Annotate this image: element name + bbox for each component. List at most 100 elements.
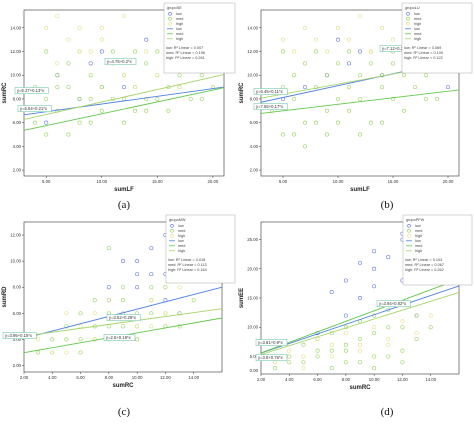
c2-y-tick-label: 10.00 bbox=[10, 259, 21, 264]
c1-point-med bbox=[402, 73, 406, 78]
c1-point-med bbox=[292, 73, 296, 78]
c0-legend-marker-med bbox=[168, 17, 172, 21]
c1-point-high bbox=[358, 13, 362, 18]
c0-point-med bbox=[77, 120, 82, 125]
c0-point-med bbox=[44, 96, 49, 101]
c0-legend-entry: high bbox=[176, 22, 183, 26]
panel-label-c: (c) bbox=[117, 406, 131, 418]
c2-y-tick-label: 12.00 bbox=[10, 233, 21, 238]
c2-y-tick-label: 8.00 bbox=[13, 285, 22, 290]
c2-equation-label: y=2.6+0.19*x bbox=[106, 335, 132, 340]
c3-point-med bbox=[329, 366, 334, 371]
c1-equation-label: y=6.45+0.11*x bbox=[256, 89, 284, 94]
c0-point-med bbox=[88, 120, 93, 125]
c3-legend-entry: low bbox=[415, 239, 421, 243]
c1-point-low bbox=[336, 37, 340, 42]
c3-point-low bbox=[372, 284, 377, 289]
c2-x-tick-label: 4.00 bbox=[48, 375, 57, 380]
c3-y-tick-label: 20.00 bbox=[247, 266, 258, 271]
c0-point-high bbox=[177, 85, 182, 90]
panel-label-b: (b) bbox=[380, 199, 394, 211]
c1-y-tick-label: 4.00 bbox=[250, 144, 259, 149]
c3-legend-entry: high bbox=[415, 249, 422, 253]
c1-point-high bbox=[380, 25, 384, 30]
chart-panel-c: 2.00 4.00 6.00 8.00 10.00 12.00 14.00 2.00 4.00 6… bbox=[0, 212, 237, 424]
c1-legend-title: grupoLU bbox=[405, 6, 420, 10]
c2-fit-line-low bbox=[23, 286, 223, 339]
c3-point-low bbox=[386, 255, 391, 260]
c3-point-med bbox=[343, 348, 348, 353]
c2-legend-box bbox=[165, 214, 236, 284]
c3-point-med bbox=[358, 336, 362, 341]
c2-fit-line-high bbox=[23, 308, 223, 337]
c2-x-tick-label: 6.00 bbox=[76, 375, 85, 380]
c3-legend-stat: med: R² Linear = 0.067 bbox=[405, 263, 444, 267]
c2-point-med bbox=[78, 350, 83, 355]
c3-point-med bbox=[372, 331, 377, 336]
c0-point-low bbox=[44, 120, 49, 125]
c1-legend-marker-high bbox=[406, 22, 410, 26]
c1-point-med bbox=[358, 132, 362, 137]
c0-y-tick-label: 8.00 bbox=[13, 96, 22, 101]
c1-point-med bbox=[358, 96, 362, 101]
c1-point-low bbox=[347, 61, 351, 66]
c0-point-med bbox=[122, 120, 126, 125]
c3-point-med bbox=[343, 342, 348, 347]
c1-point-high bbox=[325, 49, 329, 54]
c0-legend-stat: med: R² Linear = 0.196 bbox=[166, 51, 205, 55]
c2-point-high bbox=[149, 298, 154, 303]
c1-point-med bbox=[325, 73, 329, 78]
c0-point-med bbox=[88, 96, 93, 101]
c1-point-med bbox=[347, 85, 351, 90]
c2-point-med bbox=[149, 285, 154, 290]
c2-point-med bbox=[106, 246, 111, 251]
c3-point-high bbox=[301, 354, 306, 359]
c0-point-high bbox=[155, 73, 160, 78]
c2-point-low bbox=[135, 259, 140, 264]
c2-legend-marker-high bbox=[170, 234, 174, 238]
c1-point-low bbox=[303, 85, 307, 90]
c2-legend-entry: high bbox=[178, 249, 185, 253]
c2-legend-stat: med: R² Linear = 0.113 bbox=[168, 263, 207, 267]
c3-point-med bbox=[400, 360, 405, 365]
c0-point-high bbox=[122, 13, 126, 18]
c0-legend-marker-low bbox=[168, 12, 172, 16]
c1-point-med bbox=[303, 144, 307, 149]
c3-equation-box bbox=[255, 339, 288, 346]
c3-point-med bbox=[343, 360, 348, 365]
c1-y-tick-label: 2.00 bbox=[250, 168, 259, 173]
c2-legend-entry: high bbox=[178, 234, 185, 238]
c3-point-med bbox=[315, 348, 320, 353]
c0-y-tick-label: 6.00 bbox=[13, 120, 22, 125]
c1-point-med bbox=[336, 61, 340, 66]
c3-legend-marker-med bbox=[407, 229, 411, 233]
c0-point-med bbox=[77, 96, 82, 101]
c3-point-high bbox=[329, 354, 334, 359]
c1-point-high bbox=[336, 25, 340, 30]
c2-point-med bbox=[163, 285, 168, 290]
c3-legend-entry: low bbox=[415, 224, 421, 228]
c3-point-high bbox=[414, 331, 419, 336]
c0-point-med bbox=[44, 132, 49, 137]
c3-equation-label: y=3.81+0.9*x bbox=[258, 340, 284, 345]
c0-point-high bbox=[88, 49, 93, 54]
c2-legend-stat: low: R² Linear = 0.018 bbox=[168, 258, 205, 262]
c2-y-tick-label: 4.00 bbox=[13, 337, 22, 342]
c3-equation-label: y=3.8+0.76*x bbox=[258, 355, 284, 360]
c0-point-med bbox=[66, 132, 71, 137]
c2-point-med bbox=[92, 298, 97, 303]
c0-point-med bbox=[66, 85, 71, 90]
c3-x-tick-label: 6.00 bbox=[313, 377, 322, 382]
c0-equation-label: y=4.75+0.2*x bbox=[107, 59, 133, 64]
c1-point-med bbox=[435, 96, 439, 101]
c3-y-axis-label: sumEE bbox=[239, 288, 245, 308]
c0-x-tick-label: 20.00 bbox=[208, 179, 219, 184]
c1-legend-entry: low bbox=[414, 27, 420, 31]
c0-equation-label: y=5.64+0.21*x bbox=[20, 106, 48, 111]
c2-point-low bbox=[135, 285, 140, 290]
c2-legend-marker-low bbox=[170, 224, 174, 228]
c1-x-tick-label: 20.00 bbox=[443, 179, 454, 184]
c2-point-low bbox=[135, 272, 140, 277]
c2-x-tick-label: 8.00 bbox=[105, 375, 114, 380]
c1-point-med bbox=[369, 120, 373, 125]
